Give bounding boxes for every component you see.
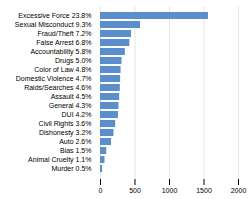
svg-text:Civil Rights 3.6%: Civil Rights 3.6%: [39, 120, 92, 128]
svg-text:Excessive Force 23.8%: Excessive Force 23.8%: [18, 12, 91, 19]
svg-text:Murder 0.5%: Murder 0.5%: [51, 165, 91, 172]
svg-text:Dishonesty 3.2%: Dishonesty 3.2%: [39, 129, 92, 137]
svg-text:Animal Cruelty 1.1%: Animal Cruelty 1.1%: [28, 156, 91, 164]
svg-text:Assault 4.5%: Assault 4.5%: [51, 93, 92, 100]
svg-text:Domestic Violence 4.7%: Domestic Violence 4.7%: [16, 75, 92, 82]
svg-text:1000: 1000: [162, 187, 178, 194]
svg-text:0: 0: [99, 187, 103, 194]
svg-text:1500: 1500: [196, 187, 212, 194]
svg-text:False Arrest 6.8%: False Arrest 6.8%: [36, 39, 91, 46]
svg-text:Raids/Searches 4.6%: Raids/Searches 4.6%: [24, 84, 91, 91]
svg-text:Drugs 5.0%: Drugs 5.0%: [55, 57, 92, 65]
svg-text:General 4.3%: General 4.3%: [49, 102, 92, 109]
svg-text:Fraud/Theft 7.2%: Fraud/Theft 7.2%: [37, 30, 91, 37]
svg-text:Accountability 5.8%: Accountability 5.8%: [30, 48, 91, 56]
svg-text:Auto 2.6%: Auto 2.6%: [59, 138, 91, 145]
svg-text:Color of Law 4.8%: Color of Law 4.8%: [34, 66, 91, 73]
svg-text:Sexual Misconduct 9.3%: Sexual Misconduct 9.3%: [15, 21, 92, 28]
svg-text:DUI 4.2%: DUI 4.2%: [62, 111, 92, 118]
svg-text:Bias 1.5%: Bias 1.5%: [60, 147, 92, 154]
svg-text:2000: 2000: [231, 187, 247, 194]
svg-text:500: 500: [129, 187, 141, 194]
